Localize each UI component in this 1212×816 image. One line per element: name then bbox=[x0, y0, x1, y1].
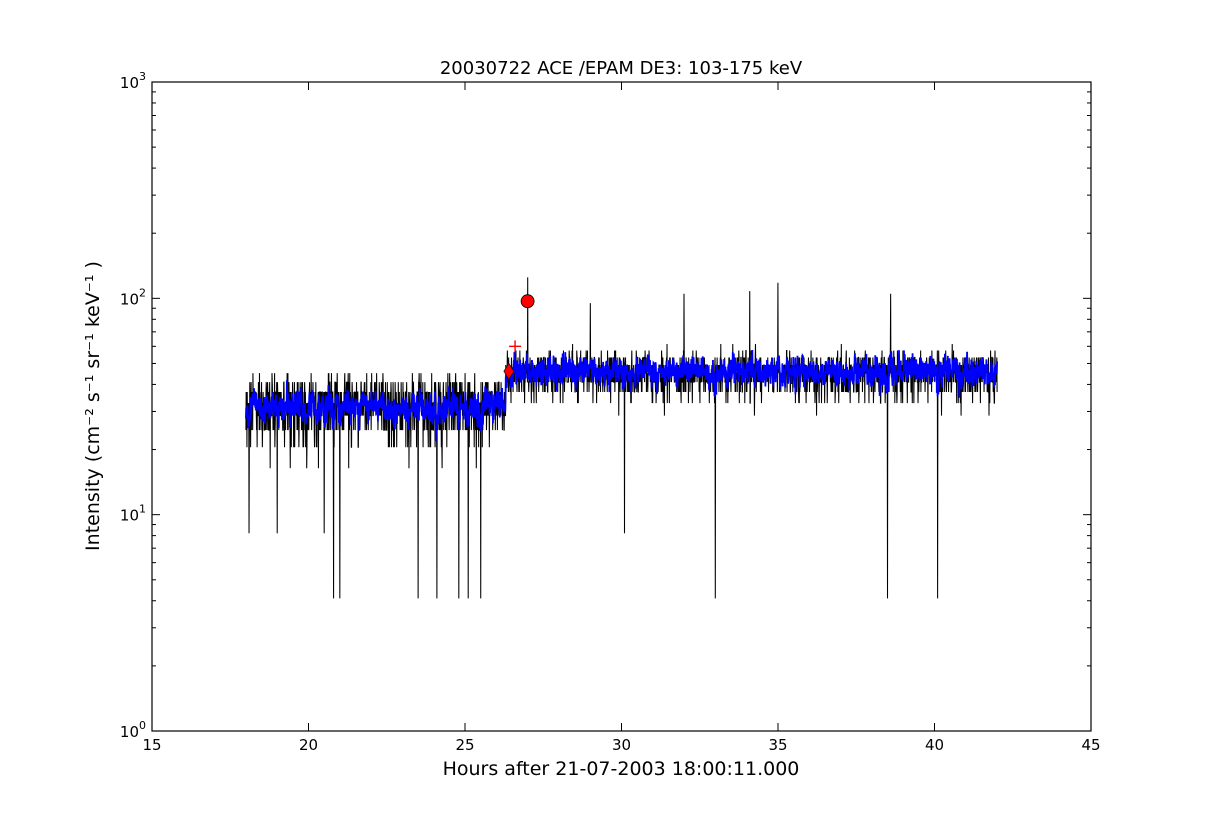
x-tick-label: 20 bbox=[299, 736, 318, 754]
plot-area-frame bbox=[151, 81, 1092, 732]
y-tick-labels: 100 101 102 103 bbox=[120, 70, 146, 741]
y-tick-label: 102 bbox=[120, 286, 146, 308]
x-tick-label: 25 bbox=[455, 736, 474, 754]
marker-diamond bbox=[503, 362, 515, 380]
x-tick-label: 40 bbox=[925, 736, 944, 754]
chart-title: 20030722 ACE /EPAM DE3: 103-175 keV bbox=[440, 58, 803, 79]
y-tick-label: 101 bbox=[120, 503, 146, 525]
y-axis-label: Intensity (cm⁻² s⁻¹ sr⁻¹ keV⁻¹ ) bbox=[82, 261, 104, 551]
x-tick-label: 45 bbox=[1081, 736, 1100, 754]
marker-plus bbox=[509, 340, 522, 353]
x-tick-label: 35 bbox=[768, 736, 787, 754]
marker-circle bbox=[520, 294, 535, 309]
y-tick-label: 103 bbox=[120, 70, 146, 92]
series-line-smoothed-intensity bbox=[245, 350, 998, 442]
data-layer bbox=[245, 277, 998, 599]
x-tick-label: 30 bbox=[612, 736, 631, 754]
x-tick-label: 15 bbox=[142, 736, 161, 754]
event-markers bbox=[503, 294, 535, 380]
x-tick-labels: 15 20 25 30 35 40 45 bbox=[142, 736, 1100, 754]
y-tick-label: 100 bbox=[120, 719, 146, 741]
x-axis-label: Hours after 21-07-2003 18:00:11.000 bbox=[443, 758, 800, 780]
